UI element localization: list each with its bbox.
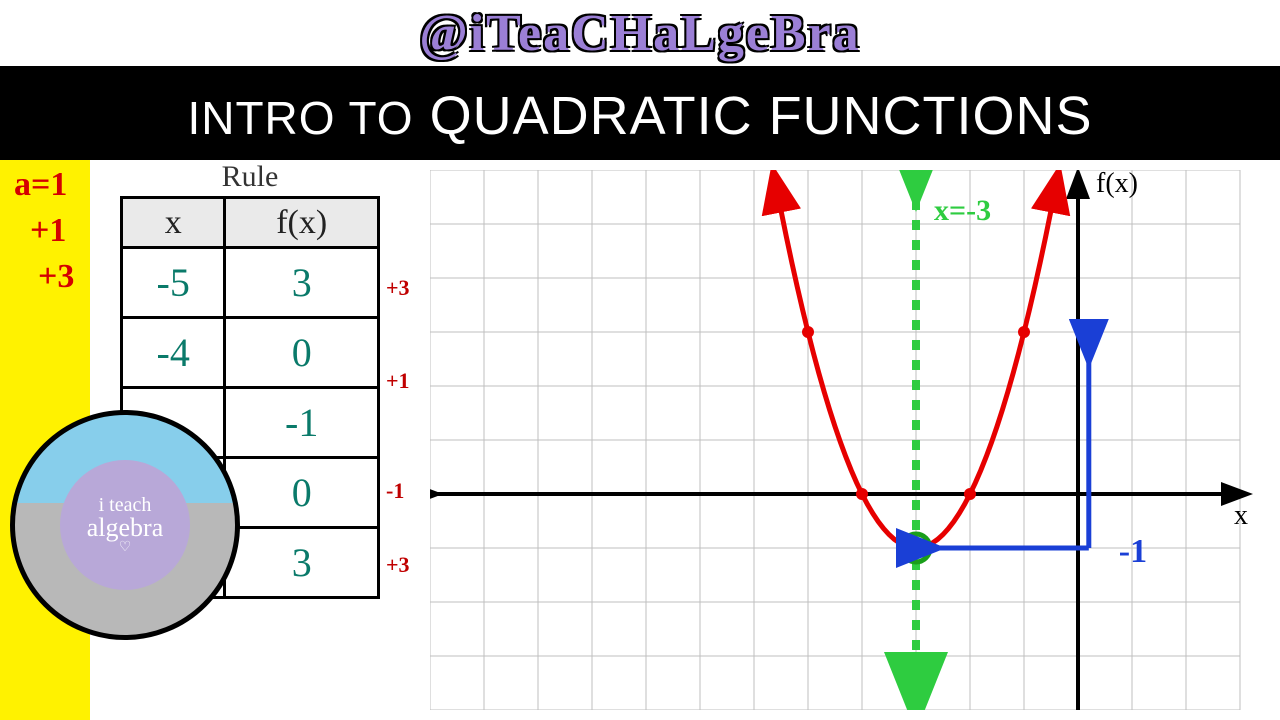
svg-text:-1: -1 (1119, 533, 1147, 570)
diff-annot-0: +3 (386, 275, 410, 301)
diff-annot-1: +1 (386, 368, 410, 394)
title-small: INTRO TO (187, 92, 413, 144)
note-diff2: +3 (38, 258, 74, 296)
avatar-badge: i teach algebra ♡ (10, 410, 240, 640)
table-row: -53 (122, 248, 379, 318)
title-bar: INTRO TO QUADRATIC FUNCTIONS (0, 72, 1280, 160)
graph-svg: x f(x) x=-3 -1 (430, 170, 1260, 710)
svg-text:f(x): f(x) (1096, 170, 1138, 199)
title-text: INTRO TO QUADRATIC FUNCTIONS (187, 85, 1092, 147)
svg-text:x: x (1234, 500, 1248, 531)
table-row: -40 (122, 318, 379, 388)
col-fx-header: f(x) (225, 198, 379, 248)
avatar-heart-icon: ♡ (119, 541, 132, 555)
note-a-equals: a=1 (14, 166, 67, 204)
handle-text: @iTeaCHaLgeBra (419, 4, 860, 63)
svg-text:x=-3: x=-3 (934, 194, 991, 227)
table-title: Rule (120, 160, 380, 194)
diff-annot-3: +3 (386, 552, 410, 578)
content-area: a=1 +1 +3 Rule x f(x) -53 -40 -1 0 -13 +… (0, 160, 1280, 720)
avatar-line2: algebra (87, 515, 164, 541)
note-diff1: +1 (30, 212, 66, 250)
avatar-line1: i teach (99, 495, 152, 515)
header-bar: @iTeaCHaLgeBra (0, 0, 1280, 72)
col-x-header: x (122, 198, 225, 248)
avatar-inner: i teach algebra ♡ (60, 460, 190, 590)
graph-area: x f(x) x=-3 -1 (430, 170, 1260, 710)
title-big: QUADRATIC FUNCTIONS (430, 86, 1093, 146)
diff-annot-2: -1 (386, 478, 404, 504)
